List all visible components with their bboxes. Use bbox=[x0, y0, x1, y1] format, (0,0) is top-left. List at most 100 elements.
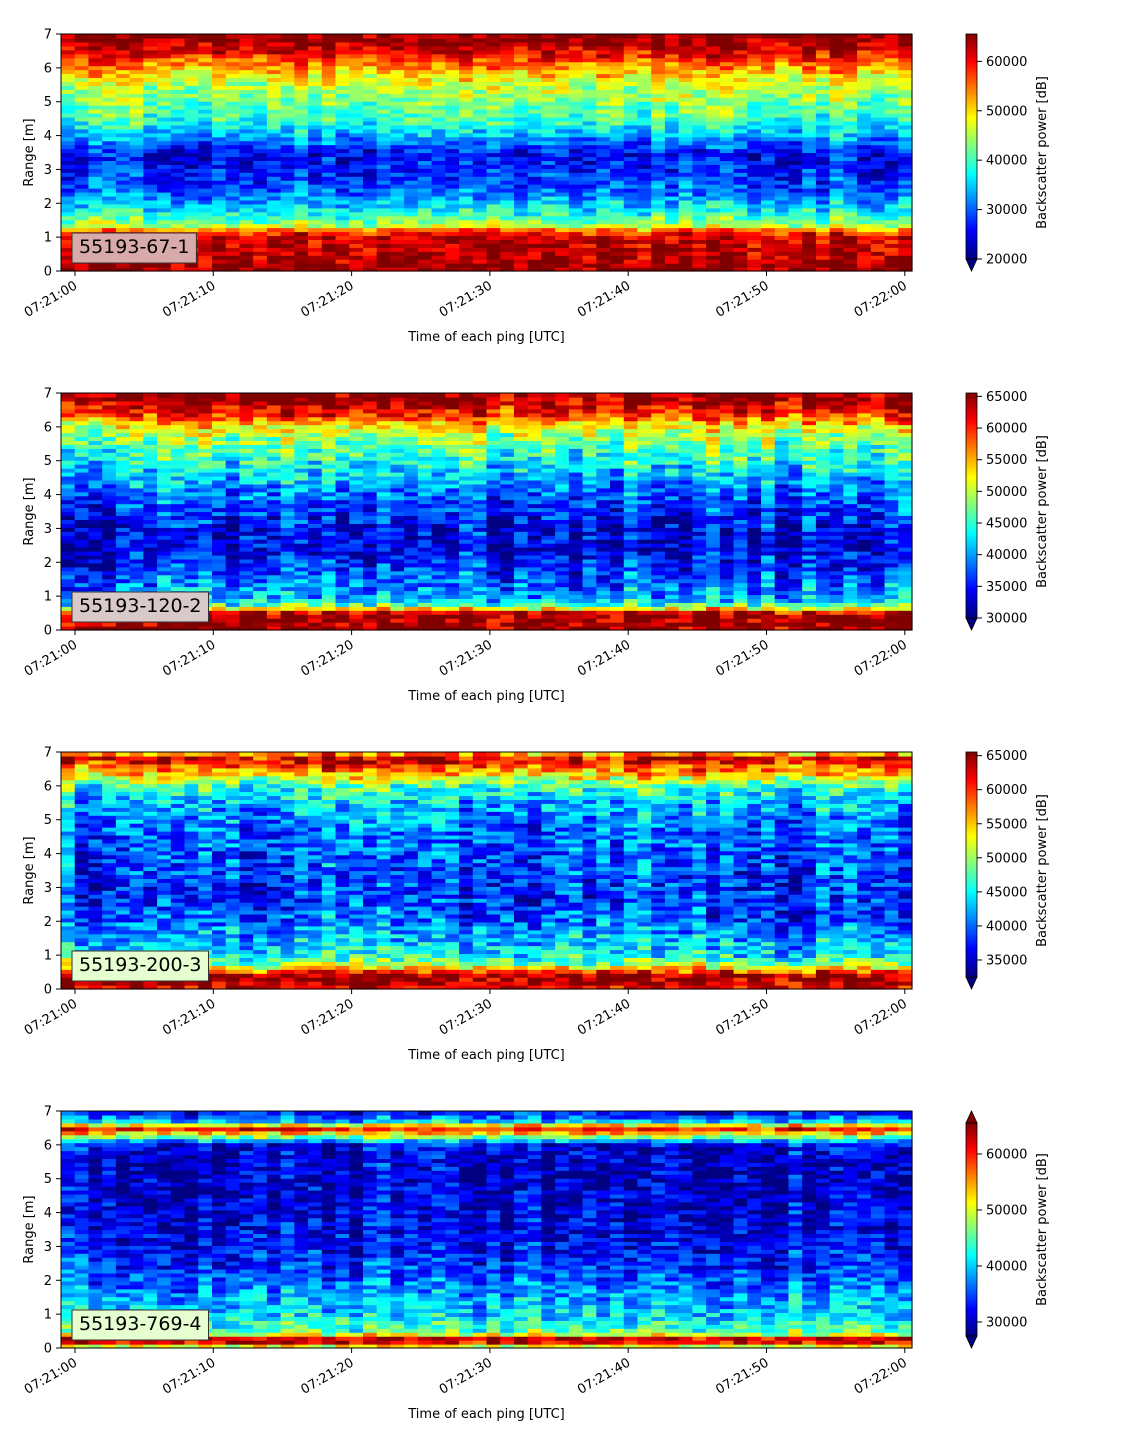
heatmap-cell bbox=[678, 259, 693, 264]
heatmap-cell bbox=[143, 144, 158, 150]
heatmap-cell bbox=[198, 53, 213, 59]
heatmap-cell bbox=[102, 511, 117, 517]
heatmap-cell bbox=[555, 34, 570, 39]
heatmap-cell bbox=[417, 263, 433, 268]
heatmap-cell bbox=[788, 211, 803, 217]
heatmap-cell bbox=[184, 424, 199, 430]
heatmap-cell bbox=[390, 251, 405, 256]
heatmap-cell bbox=[417, 89, 433, 94]
heatmap-cell bbox=[870, 188, 886, 193]
heatmap-cell bbox=[651, 53, 666, 59]
heatmap-cell bbox=[459, 160, 474, 165]
heatmap-cell bbox=[486, 231, 501, 237]
heatmap-cell bbox=[362, 69, 378, 75]
heatmap-cell bbox=[843, 168, 858, 173]
heatmap-cell bbox=[788, 34, 803, 39]
heatmap-cell bbox=[733, 105, 748, 110]
heatmap-cell bbox=[486, 267, 501, 272]
heatmap-cell bbox=[513, 188, 529, 193]
heatmap-cell bbox=[431, 69, 446, 75]
heatmap-cell bbox=[280, 503, 295, 509]
heatmap-cell bbox=[308, 41, 323, 47]
heatmap-cell bbox=[239, 203, 254, 209]
heatmap-cell bbox=[500, 192, 515, 197]
heatmap-cell bbox=[596, 156, 611, 161]
colorbar-segment bbox=[966, 229, 977, 232]
heatmap-cell bbox=[747, 247, 762, 252]
heatmap-cell bbox=[651, 152, 666, 158]
heatmap-cell bbox=[472, 176, 488, 181]
heatmap-cell bbox=[74, 184, 90, 189]
heatmap-cell bbox=[239, 195, 254, 201]
heatmap-cell bbox=[349, 267, 364, 272]
heatmap-cell bbox=[239, 499, 254, 505]
heatmap-cell bbox=[678, 116, 693, 122]
heatmap-cell bbox=[143, 136, 158, 142]
heatmap-cell bbox=[349, 152, 364, 158]
heatmap-cell bbox=[102, 551, 117, 556]
heatmap-cell bbox=[527, 41, 543, 47]
heatmap-cell bbox=[706, 247, 721, 252]
heatmap-cell bbox=[651, 109, 666, 114]
heatmap-cell bbox=[857, 77, 872, 82]
heatmap-cell bbox=[870, 65, 886, 71]
heatmap-cell bbox=[335, 255, 350, 260]
heatmap-cell bbox=[610, 41, 625, 47]
heatmap-cell bbox=[61, 582, 76, 588]
heatmap-cell bbox=[170, 132, 186, 138]
heatmap-cell bbox=[857, 34, 872, 39]
heatmap-cell bbox=[157, 582, 172, 588]
heatmap-cell bbox=[225, 132, 241, 138]
heatmap-cell bbox=[129, 428, 144, 434]
heatmap-cell bbox=[335, 172, 350, 177]
heatmap-cell bbox=[390, 65, 405, 71]
heatmap-cell bbox=[115, 93, 131, 98]
heatmap-cell bbox=[74, 109, 90, 114]
heatmap-cell bbox=[500, 132, 515, 138]
heatmap-cell bbox=[294, 479, 309, 485]
heatmap-cell bbox=[225, 168, 241, 173]
heatmap-cell bbox=[280, 602, 295, 607]
heatmap-cell bbox=[527, 195, 543, 201]
heatmap-cell bbox=[184, 172, 199, 177]
heatmap-cell bbox=[88, 156, 103, 161]
heatmap-cell bbox=[404, 124, 419, 130]
heatmap-cell bbox=[664, 243, 680, 248]
heatmap-cell bbox=[115, 456, 131, 461]
heatmap-cell bbox=[294, 622, 309, 627]
heatmap-cell bbox=[500, 140, 515, 146]
heatmap-cell bbox=[582, 168, 597, 173]
heatmap-cell bbox=[788, 57, 803, 63]
heatmap-cell bbox=[637, 235, 652, 240]
heatmap-cell bbox=[74, 400, 90, 406]
heatmap-cell bbox=[568, 247, 584, 252]
heatmap-cell bbox=[500, 53, 515, 59]
heatmap-cell bbox=[74, 263, 90, 268]
heatmap-cell bbox=[266, 184, 282, 189]
heatmap-cell bbox=[829, 211, 844, 217]
heatmap-cell bbox=[61, 251, 76, 256]
heatmap-cell bbox=[678, 235, 693, 240]
heatmap-cell bbox=[198, 176, 213, 181]
heatmap-cell bbox=[308, 34, 323, 39]
heatmap-cell bbox=[376, 53, 392, 59]
heatmap-cell bbox=[610, 101, 625, 106]
heatmap-cell bbox=[404, 172, 419, 177]
heatmap-cell bbox=[266, 479, 282, 485]
heatmap-cell bbox=[88, 507, 103, 513]
heatmap-cell bbox=[198, 566, 213, 572]
heatmap-cell bbox=[74, 195, 90, 201]
heatmap-cell bbox=[376, 247, 392, 252]
heatmap-cell bbox=[362, 231, 378, 237]
heatmap-cell bbox=[815, 105, 831, 110]
heatmap-cell bbox=[761, 81, 776, 86]
heatmap-cell bbox=[184, 396, 199, 402]
heatmap-cell bbox=[829, 136, 844, 142]
heatmap-cell bbox=[513, 227, 529, 233]
heatmap-cell bbox=[555, 263, 570, 268]
heatmap-cell bbox=[266, 136, 282, 142]
heatmap-cell bbox=[472, 77, 488, 82]
heatmap-cell bbox=[294, 396, 309, 402]
heatmap-cell bbox=[541, 97, 556, 102]
heatmap-cell bbox=[129, 207, 144, 213]
